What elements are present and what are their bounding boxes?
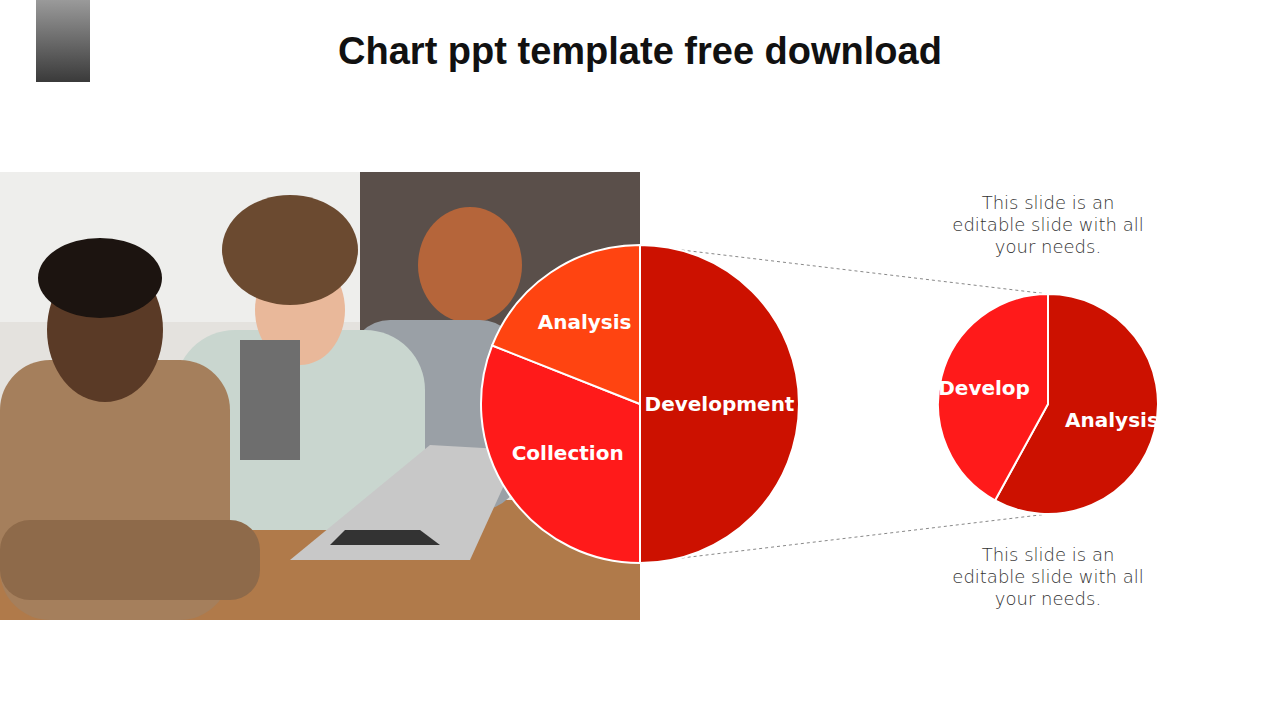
photo-keyboard bbox=[330, 530, 440, 545]
photo bbox=[0, 172, 640, 620]
photo-hair bbox=[38, 238, 162, 318]
pie-chart: Development Collection Analysis bbox=[481, 245, 799, 563]
slice-label: Collection bbox=[512, 441, 624, 465]
accent-block bbox=[36, 0, 90, 82]
slide: Chart ppt template free download Developm… bbox=[0, 0, 1280, 720]
pie-slice bbox=[492, 245, 640, 404]
note: This slide is an editable slide with all… bbox=[943, 544, 1153, 610]
slice-label: Analysis bbox=[538, 310, 632, 334]
photo-arm bbox=[0, 520, 260, 600]
pie-chart: Analysis Develop bbox=[938, 294, 1159, 514]
photo-laptop bbox=[290, 445, 520, 560]
pie-slice bbox=[938, 294, 1048, 500]
slice-label: Develop bbox=[938, 376, 1030, 400]
slice-label: Development bbox=[645, 392, 795, 416]
photo-hair bbox=[418, 207, 522, 323]
photo-bg bbox=[0, 172, 640, 620]
pie-slice bbox=[640, 245, 799, 563]
photo-hair bbox=[222, 195, 358, 305]
photo-window bbox=[0, 172, 360, 322]
title: Chart ppt template free download bbox=[338, 30, 942, 72]
note: This slide is an editable slide with all… bbox=[943, 192, 1153, 258]
slice-label: Analysis bbox=[1065, 408, 1159, 432]
photo-sweater bbox=[240, 340, 300, 460]
